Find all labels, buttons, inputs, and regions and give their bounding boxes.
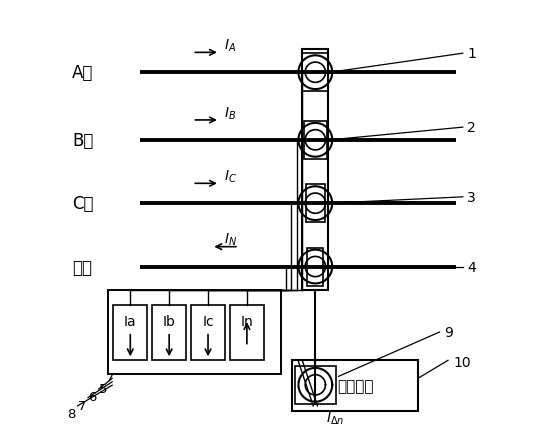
Text: 8: 8	[67, 407, 75, 420]
Text: 2: 2	[467, 121, 476, 135]
Text: 1: 1	[467, 47, 476, 61]
Bar	[191, 306, 225, 360]
Text: C相: C相	[72, 195, 94, 213]
Bar	[307, 248, 323, 286]
Bar	[230, 306, 264, 360]
Bar	[302, 54, 329, 92]
Text: $I_A$: $I_A$	[224, 37, 237, 54]
Text: $I_C$: $I_C$	[224, 168, 237, 184]
Text: B相: B相	[72, 132, 93, 150]
Bar	[152, 306, 186, 360]
Text: In: In	[240, 314, 253, 328]
Text: 零线: 零线	[72, 258, 92, 276]
Text: 10: 10	[453, 356, 470, 369]
Text: A相: A相	[72, 64, 93, 82]
Bar	[108, 290, 281, 375]
Text: 4: 4	[467, 260, 476, 274]
Text: 5: 5	[99, 382, 107, 395]
Text: 7: 7	[78, 399, 86, 412]
Text: Ia: Ia	[124, 314, 137, 328]
Text: Ib: Ib	[163, 314, 176, 328]
Bar	[292, 360, 418, 411]
Text: 测量终端: 测量终端	[337, 378, 373, 393]
Bar	[113, 306, 147, 360]
Bar	[304, 122, 327, 160]
Text: $I_B$: $I_B$	[224, 105, 237, 121]
Bar	[306, 185, 325, 223]
Text: $I_N$: $I_N$	[224, 231, 237, 248]
Text: $I_{\Delta n}$: $I_{\Delta n}$	[326, 409, 344, 426]
Text: 6: 6	[88, 390, 97, 403]
Text: 3: 3	[467, 190, 476, 204]
Bar	[302, 50, 329, 290]
Text: 9: 9	[445, 325, 454, 339]
Text: Ic: Ic	[202, 314, 214, 328]
Bar	[295, 366, 335, 404]
